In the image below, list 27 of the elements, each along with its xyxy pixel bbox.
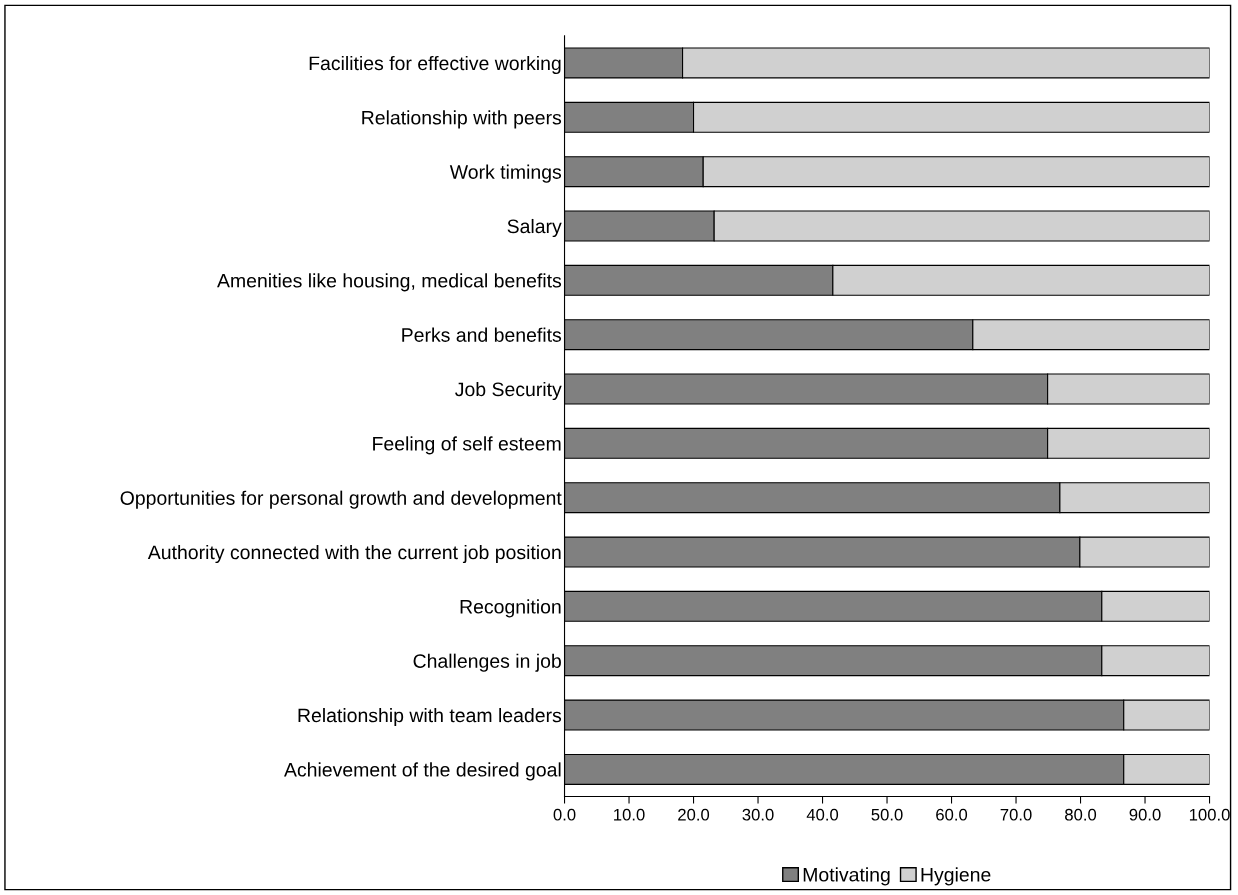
x-tick-label: 0.0 [553, 808, 576, 821]
x-tick-label: 80.0 [1065, 808, 1097, 821]
y-tick-label: Authority connected with the current job position [147, 544, 561, 564]
x-tick-label: 30.0 [742, 808, 774, 821]
legend-label: Hygiene [921, 867, 991, 886]
y-tick-label: Opportunities for personal growth and development [120, 490, 562, 509]
y-tick-label: Amenities like housing, medical benefits [217, 273, 562, 292]
x-tick-label: 100.0 [1189, 808, 1230, 821]
x-tick-label: 60.0 [936, 808, 968, 821]
x-tick-label: 70.0 [1000, 808, 1032, 821]
y-tick-label: Relationship with team leaders [298, 708, 562, 727]
x-tick-label: 40.0 [806, 808, 839, 821]
legend-label: Motivating [803, 867, 890, 886]
x-tick-label: 10.0 [614, 808, 645, 821]
y-tick-label: Recognition [460, 599, 561, 618]
y-tick-label: Salary [507, 218, 562, 238]
y-tick-label: Work timings [449, 164, 562, 183]
y-tick-label: Achievement of the desired goal [284, 762, 561, 781]
y-tick-label: Perks and benefits [402, 327, 562, 342]
y-tick-label: Challenges in job [413, 653, 561, 672]
y-tick-label: Job Security [455, 381, 562, 401]
x-tick-label: 50.0 [871, 808, 903, 821]
y-tick-label: Feeling of self esteem [373, 436, 561, 455]
x-tick-label: 90.0 [1129, 808, 1161, 821]
x-tick-label: 20.0 [678, 808, 710, 821]
y-tick-label: Relationship with peers [362, 110, 562, 129]
y-tick-label: Facilities for effective working [309, 55, 561, 75]
